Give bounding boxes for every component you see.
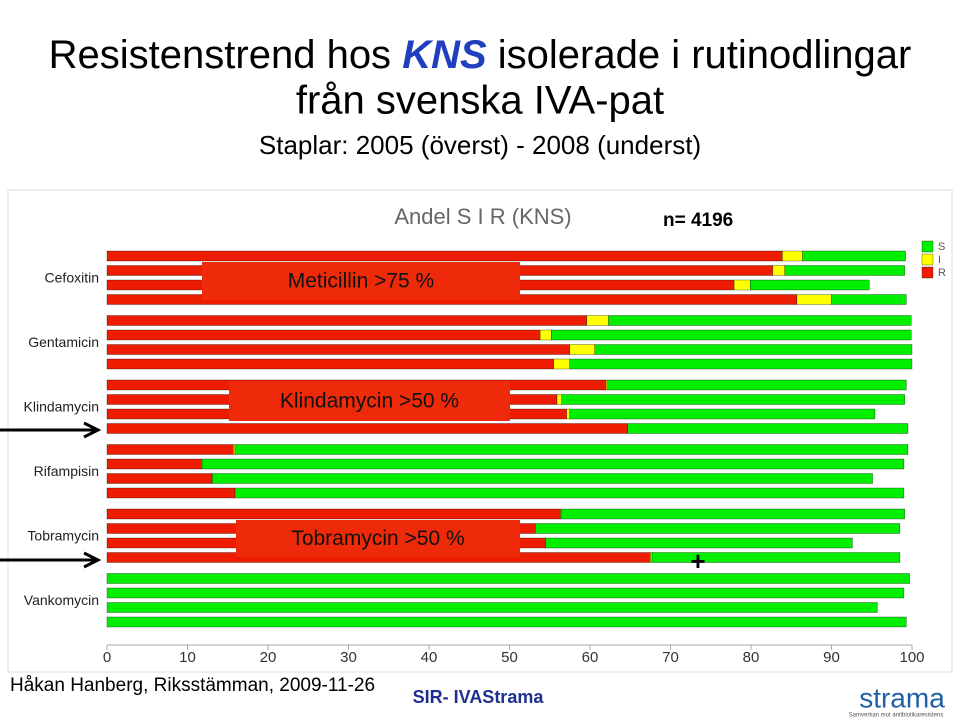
x-tick-label: 40 xyxy=(421,649,438,666)
bar-segment xyxy=(106,473,212,484)
legend-swatch xyxy=(921,266,934,279)
bar-segment xyxy=(566,408,571,420)
legend-label: S xyxy=(938,241,945,253)
bar-segment xyxy=(234,487,905,499)
x-tick-label: 0 xyxy=(103,649,111,666)
bar-segment xyxy=(733,279,751,291)
bar-segment xyxy=(831,294,907,305)
bar-segment xyxy=(750,279,870,291)
x-tick-label: 100 xyxy=(899,649,924,666)
bar-segment xyxy=(106,573,910,584)
footer: Håkan Hanberg, Riksstämman, 2009-11-26 xyxy=(10,675,375,696)
bar-segment xyxy=(106,344,571,355)
legend-label: R xyxy=(938,267,946,279)
bar-segment xyxy=(569,358,913,370)
bar-segment xyxy=(782,250,803,262)
bar-segment xyxy=(106,444,234,455)
annotation-box xyxy=(236,520,520,557)
bar-segment xyxy=(545,537,853,549)
title-part: isolerade i rutinodlingar xyxy=(498,33,912,77)
bar-segment xyxy=(106,250,783,262)
logo: strama xyxy=(859,682,945,713)
annotation: Meticillin >75 % xyxy=(288,270,434,293)
bar-segment xyxy=(551,329,912,341)
x-tick-label: 30 xyxy=(340,649,357,666)
n-label: n= 4196 xyxy=(663,210,733,231)
arrow xyxy=(0,551,102,569)
bar-segment xyxy=(802,250,906,262)
bar-segment xyxy=(106,602,878,613)
x-tick-label: 90 xyxy=(823,649,840,666)
bar-segment xyxy=(106,358,554,370)
annotation: Tobramycin >50 % xyxy=(291,527,464,550)
bar-segment xyxy=(539,329,552,341)
bar-segment xyxy=(201,458,905,470)
y-tick-label: Vankomycin xyxy=(24,592,99,608)
bar-segment xyxy=(560,508,905,520)
bar-segment xyxy=(233,444,236,455)
bar-segment xyxy=(569,408,876,420)
x-tick-label: 20 xyxy=(260,649,277,666)
y-tick-label: Rifampisin xyxy=(34,463,99,479)
x-tick-label: 60 xyxy=(582,649,599,666)
bar-segment xyxy=(605,379,608,391)
arrow xyxy=(0,421,102,439)
x-tick-label: 80 xyxy=(743,649,760,666)
annotation: Klindamycin >50 % xyxy=(280,390,459,413)
bar-segment xyxy=(569,344,595,355)
legend-swatch xyxy=(921,253,934,266)
bar-segment xyxy=(772,265,785,276)
bar-segment xyxy=(650,552,653,563)
bar-segment xyxy=(586,315,609,326)
bar-segment xyxy=(651,552,901,563)
logo-tagline: Samverkan mot antibiotikaresistens xyxy=(849,713,944,719)
y-tick-label: Klindamycin xyxy=(24,399,99,415)
x-tick-label: 10 xyxy=(179,649,196,666)
bar-segment xyxy=(784,265,905,276)
slide-subtitle: Staplar: 2005 (överst) - 2008 (underst) xyxy=(259,130,701,160)
bar-segment xyxy=(106,587,905,599)
bar-segment xyxy=(212,473,873,484)
y-tick-label: Gentamicin xyxy=(28,334,99,350)
bar-segment xyxy=(106,329,541,341)
legend-label: I xyxy=(938,254,941,266)
bar-segment xyxy=(106,487,236,499)
legend-swatch xyxy=(921,240,934,253)
slide-title: Resistenstrend hos KNS isolerade i rutin… xyxy=(49,33,912,77)
title-part: Resistenstrend hos xyxy=(49,33,391,77)
x-tick-label: 50 xyxy=(501,649,518,666)
y-tick-label: Cefoxitin xyxy=(45,270,99,286)
bar-segment xyxy=(106,616,907,628)
bar-segment xyxy=(627,423,909,434)
chart-title: Andel S I R (KNS) xyxy=(394,204,571,229)
bar-segment xyxy=(594,344,913,355)
annotation-box xyxy=(202,262,520,300)
marker: + xyxy=(690,546,705,576)
y-tick-label: Tobramycin xyxy=(27,528,99,544)
bar-segment xyxy=(607,379,907,391)
source: SIR- IVAStrama xyxy=(413,687,545,707)
bar-segment xyxy=(106,458,202,470)
slide-title-line2: från svenska IVA-pat xyxy=(296,79,664,123)
bar-segment xyxy=(561,394,905,405)
bar-segment xyxy=(106,315,587,326)
bar-segment xyxy=(608,315,912,326)
x-tick-label: 70 xyxy=(662,649,679,666)
bar-segment xyxy=(556,394,562,405)
bar-segment xyxy=(106,423,628,434)
bar-segment xyxy=(553,358,571,370)
bar-segment xyxy=(234,444,909,455)
title-part: KNS xyxy=(402,33,487,77)
bar-segment xyxy=(106,508,561,520)
bar-segment xyxy=(535,523,901,534)
bar-segment xyxy=(796,294,832,305)
annotation-box xyxy=(229,381,510,421)
